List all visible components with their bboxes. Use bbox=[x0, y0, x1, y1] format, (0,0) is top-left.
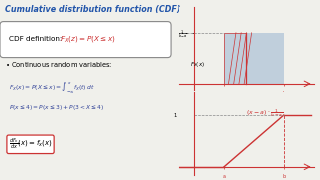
Text: $F_X(x) = P(X \leq x) = \int_{-\infty}^{x} f_X(t)\,dt$: $F_X(x) = P(X \leq x) = \int_{-\infty}^{… bbox=[9, 80, 94, 94]
Bar bbox=[224, 33, 284, 84]
Text: Cumulative distribution function (CDF): Cumulative distribution function (CDF) bbox=[5, 5, 181, 14]
Text: $\frac{dF_x}{dx}(x) = f_x(x)$: $\frac{dF_x}{dx}(x) = f_x(x)$ bbox=[9, 137, 52, 152]
Text: $F_X(z) = P(X \leq x)$: $F_X(z) = P(X \leq x)$ bbox=[60, 34, 116, 44]
Text: $\bullet$ Continuous random variables:: $\bullet$ Continuous random variables: bbox=[5, 60, 112, 69]
Text: $(x-a)\cdot\frac{1}{b-a}$: $(x-a)\cdot\frac{1}{b-a}$ bbox=[246, 107, 284, 119]
Text: $P(x\leq 4) = P(x\leq 3) + P(3 < X\leq 4)$: $P(x\leq 4) = P(x\leq 3) + P(3 < X\leq 4… bbox=[9, 103, 104, 112]
Text: 1: 1 bbox=[173, 112, 177, 118]
Text: $F_X(x)$: $F_X(x)$ bbox=[190, 60, 205, 69]
Bar bbox=[224, 33, 246, 84]
FancyBboxPatch shape bbox=[0, 22, 171, 58]
Text: CDF definition:: CDF definition: bbox=[9, 36, 67, 42]
